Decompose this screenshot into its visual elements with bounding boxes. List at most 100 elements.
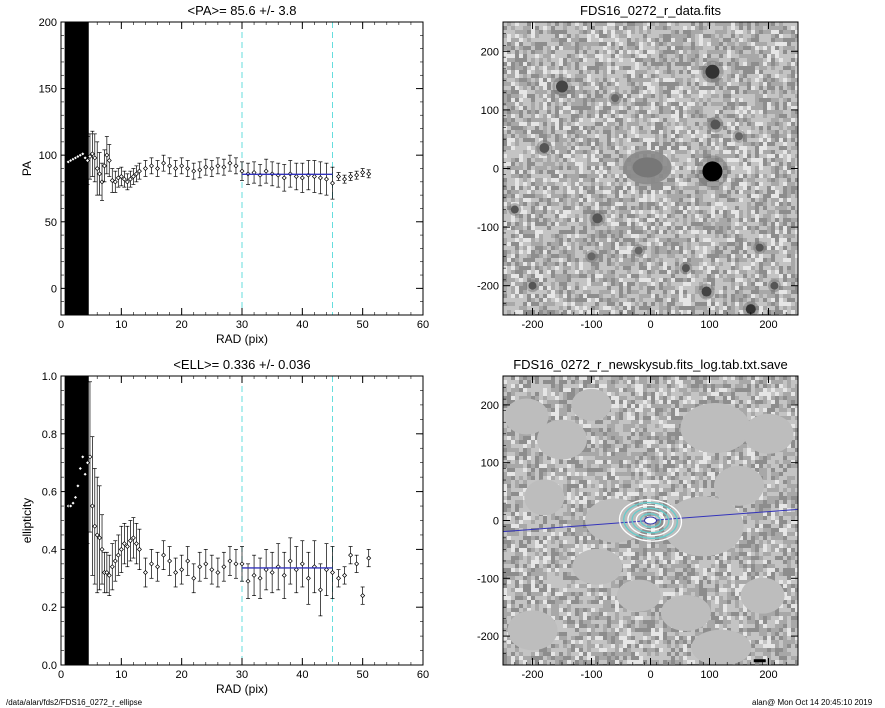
img1-galaxy	[632, 157, 663, 178]
ell-point	[269, 570, 275, 576]
ell-point	[87, 454, 93, 460]
ell-point	[239, 561, 245, 567]
ell-point	[118, 546, 124, 552]
ell-point	[185, 558, 191, 564]
ell-point	[197, 564, 203, 570]
pa-point	[127, 176, 133, 182]
pa-point	[155, 166, 161, 171]
pa-point	[133, 171, 139, 177]
pa-point	[203, 164, 209, 170]
img2-isophote	[618, 499, 683, 542]
img1-ytick-label: 100	[481, 105, 499, 117]
img1-ytick-label: 0	[493, 164, 499, 176]
pa-point	[161, 160, 167, 166]
ell-ytick-label: 0.8	[42, 429, 57, 441]
pa-plot-area	[64, 22, 372, 315]
pa-point	[354, 172, 360, 178]
ell-ytick-label: 1.0	[42, 371, 57, 383]
img1-star	[705, 64, 720, 79]
img1-noise-dark	[503, 22, 798, 315]
img2-xtick-label: 200	[759, 669, 777, 681]
ell-point	[191, 575, 197, 581]
ell-point	[167, 558, 173, 564]
pa-point	[130, 173, 136, 179]
ell-point	[99, 546, 105, 552]
img2-mask-region	[743, 413, 794, 454]
pa-point	[136, 168, 142, 174]
ell-point	[330, 570, 335, 576]
pa-point	[342, 176, 348, 182]
img2-xtick-label: 100	[700, 669, 718, 681]
ell-point	[72, 494, 78, 500]
pa-point	[121, 176, 127, 182]
ell-point	[323, 567, 329, 573]
ell-point	[257, 575, 263, 581]
img2-mask-region	[572, 548, 623, 585]
ell-point	[136, 546, 142, 552]
ell-point	[130, 535, 136, 541]
ell-point	[80, 454, 86, 460]
ell-point	[115, 552, 121, 558]
pa-xtick-label: 50	[357, 319, 369, 331]
ell-point	[173, 570, 179, 576]
ell-point	[336, 575, 342, 581]
pa-point	[82, 155, 88, 161]
img2-title: FDS16_0272_r_newskysub.fits_log.tab.txt.…	[513, 357, 788, 372]
img2-mask-region	[537, 419, 587, 460]
pa-point	[299, 175, 305, 181]
ell-xtick-label: 20	[176, 669, 188, 681]
pa-point	[293, 173, 299, 179]
ell-xtick-label: 60	[417, 669, 429, 681]
ell-point	[155, 564, 161, 570]
pa-xlabel: RAD (pix)	[216, 332, 268, 346]
pa-point	[167, 163, 173, 169]
ell-point	[179, 567, 185, 573]
pa-point	[101, 163, 107, 169]
pa-point	[124, 179, 130, 185]
pa-point	[366, 171, 372, 177]
ell-point	[97, 535, 103, 541]
ell-point	[342, 572, 348, 578]
pa-point	[185, 166, 191, 171]
ell-ytick-label: 0.6	[42, 487, 57, 499]
pa-ytick-label: 50	[45, 217, 57, 229]
ell-xtick-label: 50	[357, 669, 369, 681]
ell-point	[68, 503, 74, 509]
img2-mask-region	[680, 403, 751, 454]
ell-xlabel: RAD (pix)	[216, 682, 268, 696]
pa-point	[104, 152, 110, 158]
ell-xtick-label: 0	[58, 669, 64, 681]
ell-point	[142, 570, 148, 576]
ell-ytick-label: 0.4	[42, 544, 57, 556]
img1-star	[556, 80, 568, 93]
ell-inner-band	[64, 376, 89, 665]
img2-isophote	[623, 501, 678, 540]
pa-point	[336, 173, 342, 179]
img1-star	[539, 142, 550, 153]
footer-stamp: alan@ Mon Oct 14 20:45:10 2019	[752, 698, 873, 707]
ell-point	[215, 570, 221, 576]
pa-point	[317, 175, 323, 181]
ell-point	[92, 523, 98, 529]
pa-point	[92, 155, 98, 161]
img2-mask-region	[616, 579, 661, 612]
pa-point	[97, 171, 103, 177]
img1-star	[755, 243, 764, 252]
img2-ytick-label: 200	[481, 400, 499, 412]
img1-ytick-label: -200	[477, 281, 499, 293]
ell-point	[121, 541, 127, 547]
pa-point	[281, 175, 287, 181]
pa-point	[118, 173, 124, 179]
img1-star	[592, 213, 603, 224]
pa-point	[87, 154, 93, 160]
ell-point	[221, 564, 227, 570]
img2-ytick-label: 100	[481, 458, 499, 470]
ell-ytick-label: 0.0	[42, 660, 57, 672]
img1-panel: -200 -100 0 100 200 -200 -100 0 100 200 FDS16_0272…	[477, 3, 799, 331]
ell-point	[348, 552, 354, 558]
img2-mask-region	[660, 594, 711, 631]
img1-star	[510, 205, 519, 214]
pa-point	[239, 168, 245, 174]
ell-point	[133, 541, 139, 547]
